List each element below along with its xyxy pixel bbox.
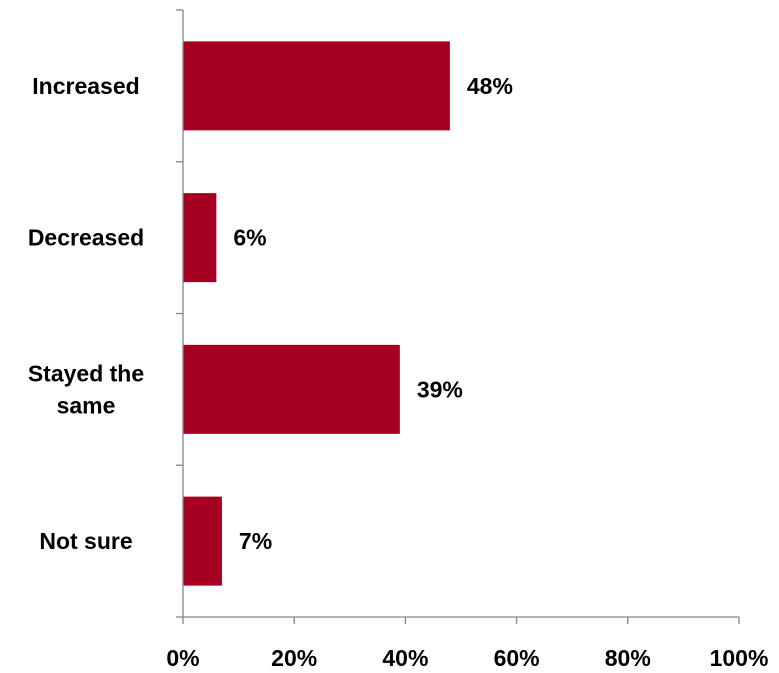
category-label-1: Decreased [28, 225, 144, 251]
y-ticks-group [176, 9, 183, 618]
category-label-2: Stayed the same [28, 360, 144, 418]
x-tick-label-5: 100% [710, 645, 769, 671]
bar-1 [183, 193, 217, 283]
category-label-0: Increased [32, 73, 139, 99]
bar-3 [183, 496, 222, 586]
value-label-1: 6% [233, 225, 266, 251]
category-labels-group: Increased Decreased Stayed the same Not sure [28, 73, 144, 554]
category-label-3: Not sure [39, 528, 132, 554]
x-tick-label-4: 80% [605, 645, 651, 671]
value-label-0: 48% [467, 73, 513, 99]
bar-2 [183, 344, 400, 434]
x-tick-label-2: 40% [382, 645, 428, 671]
value-label-3: 7% [239, 528, 272, 554]
value-label-2: 39% [417, 376, 463, 402]
x-tick-labels-group: 0% 20% 40% 60% 80% 100% [166, 645, 768, 671]
bar-0 [183, 41, 450, 131]
x-ticks-group [182, 617, 740, 624]
x-tick-label-0: 0% [166, 645, 199, 671]
bars-group [183, 41, 450, 586]
value-labels-group: 48% 6% 39% 7% [233, 73, 513, 554]
x-tick-label-1: 20% [271, 645, 317, 671]
x-tick-label-3: 60% [494, 645, 540, 671]
